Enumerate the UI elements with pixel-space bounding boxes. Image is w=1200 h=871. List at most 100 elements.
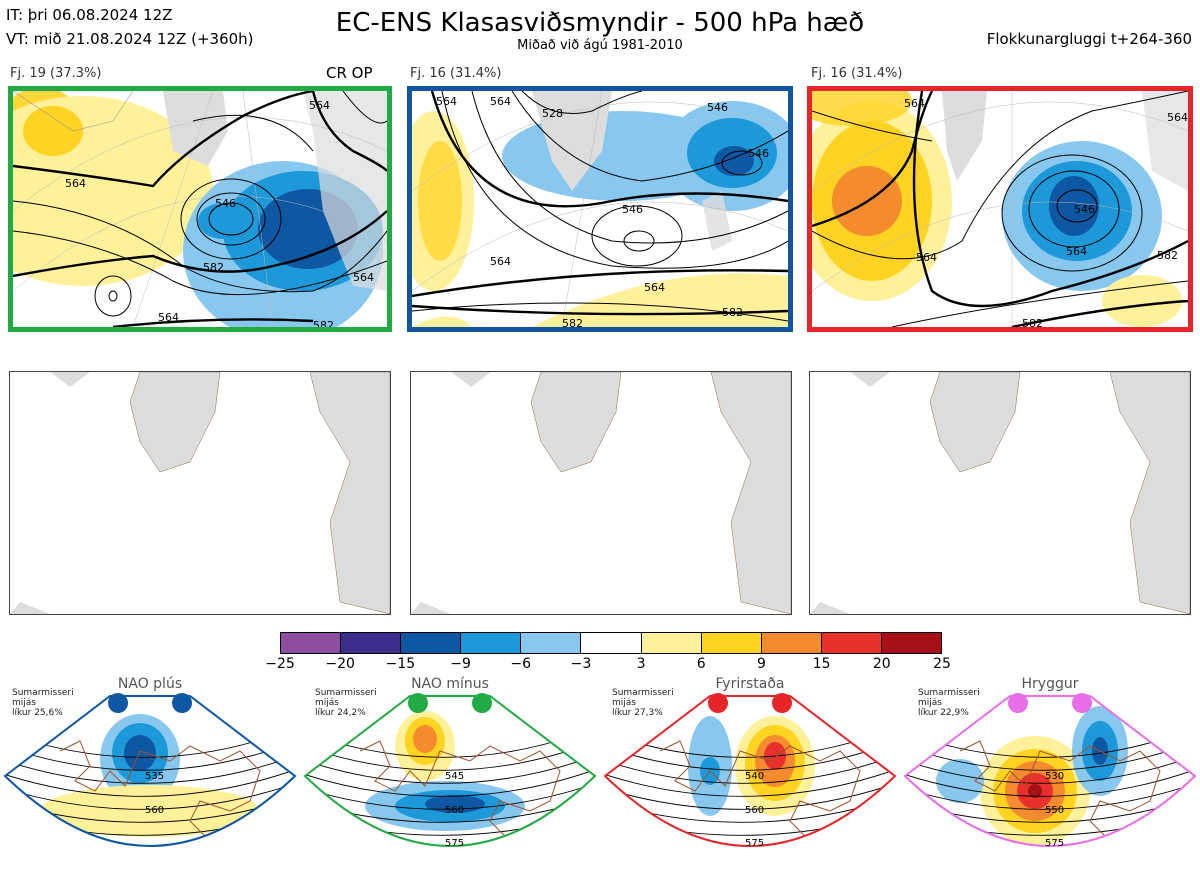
contour-label: 535 [145,771,164,782]
height-contour [905,753,1195,784]
empty-map-2 [410,371,792,615]
regime-title: NAO mínus [411,676,489,692]
contour-label: 564 [490,95,511,108]
contour-label: 564 [644,281,665,294]
cluster-1-label: Fj. 19 (37.3%) [10,66,102,81]
colorbar-swatch [281,633,342,653]
height-contour [605,739,895,771]
regime-map: 530 550 575 [903,693,1197,856]
contour-label: 582 [1157,249,1178,262]
contour-label: 582 [722,306,743,319]
contour-label: 528 [542,107,563,120]
height-contour [305,739,595,771]
regime-outline [3,695,297,847]
contour-label: 546 [707,101,728,114]
regime-meta-line: Sumarmisseri [315,688,377,698]
height-contour [605,767,895,797]
regime-meta: Sumarmisseri mijás líkur 22,9% [918,688,980,718]
height-contour [5,739,295,771]
colorbar-swatch [821,633,882,653]
regime-outline [603,695,897,847]
contour-label: 564 [490,255,511,268]
height-contour [5,767,295,797]
regime-marker-dot [1008,693,1028,713]
anomaly-shading [40,785,260,837]
regime-meta-line: líkur 22,9% [918,708,969,718]
regime-outline [903,695,1197,847]
regime-marker-dot [108,693,128,713]
colorbar-tick-label: −6 [510,656,532,672]
coastline [359,740,561,846]
regime-title: Hryggur [1021,676,1079,692]
colorbar-swatch [881,633,942,653]
regime-meta-line: líkur 25,6% [12,708,63,718]
regime-map: 545 560 575 [303,693,597,849]
regime-title: Fyrirstaða [715,676,785,692]
empty-map-1 [9,371,391,615]
regime-marker-dot [172,693,192,713]
contour-label: 564 [309,99,330,112]
cluster-map-2: 528 546 546 546 564 564 582 582 564 564 [407,86,793,332]
height-contour [905,767,1195,797]
height-contour [305,753,595,784]
regime-meta-line: mijás [315,698,339,708]
cluster-1-tag: CR OP [326,64,373,82]
contour-label: 564 [65,177,86,190]
contour-label: 560 [445,805,464,816]
valid-time: VT: mið 21.08.2024 12Z (+360h) [6,30,254,48]
coastline [59,740,261,846]
regime-meta-line: mijás [612,698,636,708]
colorbar [280,632,942,654]
contour-label: 546 [215,197,236,210]
colorbar-swatch [581,633,642,653]
contour-label: 550 [1045,805,1064,816]
colorbar-swatch [761,633,822,653]
contour-label: 564 [353,271,374,284]
height-contour [605,781,895,810]
colorbar-tick-label: −25 [265,656,295,672]
contour-label: 564 [1066,245,1087,258]
contour-label: 564 [1167,111,1188,124]
colorbar-tick-label: −20 [325,656,355,672]
contour-label: 560 [745,805,764,816]
contour-label: 530 [1045,771,1064,782]
regime-marker-dot [708,693,728,713]
regime-meta-line: líkur 27,3% [612,708,663,718]
colorbar-swatch [461,633,522,653]
contour-label: 564 [158,311,179,324]
contour-label: 564 [904,97,925,110]
height-contour [905,781,1195,810]
contour-label: 546 [622,203,643,216]
page-subtitle: Miðað við ágú 1981-2010 [517,38,683,53]
contour-label: 575 [745,838,764,849]
colorbar-tick-label: −3 [570,656,592,672]
height-contour [305,781,595,810]
contour-label: 575 [1045,838,1064,849]
classification-window: Flokkunargluggi t+264-360 [986,30,1192,48]
anomaly-shading [1016,846,1044,856]
regime-meta-line: Sumarmisseri [918,688,980,698]
height-contour [5,753,295,784]
colorbar-tick-label: 15 [812,656,831,672]
contour-label: 582 [313,319,334,327]
contour-label: 546 [748,147,769,160]
height-contour [605,753,895,784]
contour-label: 575 [445,838,464,849]
colorbar-tick-label: 20 [872,656,891,672]
cluster-map-1: 546 564 582 564 582 564 564 [8,86,392,332]
height-contour [5,781,295,810]
contour-label: 564 [916,251,937,264]
regime-meta-line: Sumarmisseri [12,688,74,698]
regime-marker-dot [472,693,492,713]
anomaly-shading [124,735,156,771]
colorbar-swatch [401,633,462,653]
contour-label: 564 [436,95,457,108]
height-contour [305,767,595,797]
contour-label: 582 [203,261,224,274]
regime-meta: Sumarmisseri mijás líkur 24,2% [315,688,377,718]
empty-map-3 [809,371,1191,615]
cluster-2-label: Fj. 16 (31.4%) [410,66,502,81]
regime-marker-dot [1072,693,1092,713]
colorbar-swatch [341,633,402,653]
colorbar-tick-label: 3 [636,656,646,672]
